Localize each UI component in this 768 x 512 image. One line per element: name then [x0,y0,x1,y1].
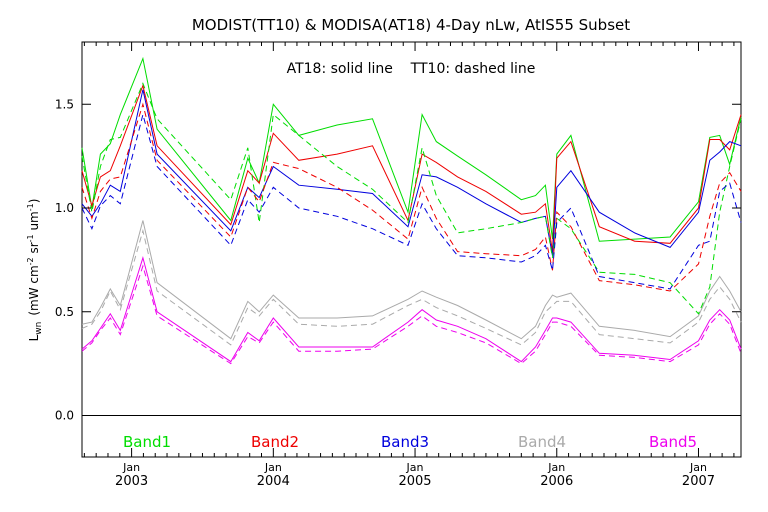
y-axis-label-sup2: -1 [26,234,35,242]
y-axis-label-main: L [27,334,41,341]
chart-title: MODIST(TT10) & MODISA(AT18) 4-Day nLw, A… [192,16,630,34]
legend-item-band3: Band3 [381,433,429,451]
y-tick-label: 0.0 [55,409,74,423]
y-axis-label-sub: wn [34,322,44,335]
series-line-band2-dashed [81,102,742,292]
x-tick-year-label: 2007 [682,474,715,489]
plot-area: 0.00.51.01.5 Jan2003Jan2004Jan2005Jan200… [55,41,742,489]
x-tick-year-label: 2005 [398,474,431,489]
legend-item-band2: Band2 [251,433,299,451]
y-axis-label: Lwn(mW cm-2 sr-1 um-1) [26,199,44,342]
legend: Band1 Band2 Band3 Band4 Band5 [123,433,697,451]
series-group [81,56,742,365]
y-tick-label: 1.0 [55,201,74,215]
y-tick-label: 0.5 [55,305,74,319]
legend-item-band5: Band5 [649,433,697,451]
x-tick-year-label: 2004 [257,474,290,489]
series-line-band2-solid [81,83,742,252]
y-axis-label-units: (mW cm [27,265,41,315]
x-tick-year-label: 2006 [540,474,573,489]
x-tick-month-label: Jan [122,461,140,474]
y-axis-label-mid2: um [27,211,41,234]
series-line-band1-solid [81,56,742,242]
x-tick-month-label: Jan [406,461,424,474]
series-line-band4-dashed [81,228,742,346]
y-axis-label-sup3: -1 [26,203,35,211]
y-axis-label-sup1: -2 [26,257,35,265]
series-line-band4-solid [81,220,742,340]
y-tick-label: 1.5 [55,97,74,111]
y-axis-label-end: ) [27,199,41,204]
x-tick-month-label: Jan [689,461,707,474]
legend-item-band1: Band1 [123,433,171,451]
plot-frame [81,41,742,458]
series-line-band5-dashed [81,264,742,365]
chart-subtitle: AT18: solid line TT10: dashed line [287,61,536,77]
x-tick-month-label: Jan [547,461,565,474]
series-line-band3-dashed [81,112,742,290]
series-line-band5-solid [81,255,742,363]
y-axis: 0.0 0.5 1.0 1.5 [55,97,741,423]
y-axis-label-mid1: sr [27,242,41,257]
series-line-band1-dashed [81,82,742,315]
x-tick-year-label: 2003 [115,474,148,489]
series-line-band3-solid [81,89,742,256]
legend-item-band4: Band4 [518,433,566,451]
x-tick-month-label: Jan [264,461,282,474]
